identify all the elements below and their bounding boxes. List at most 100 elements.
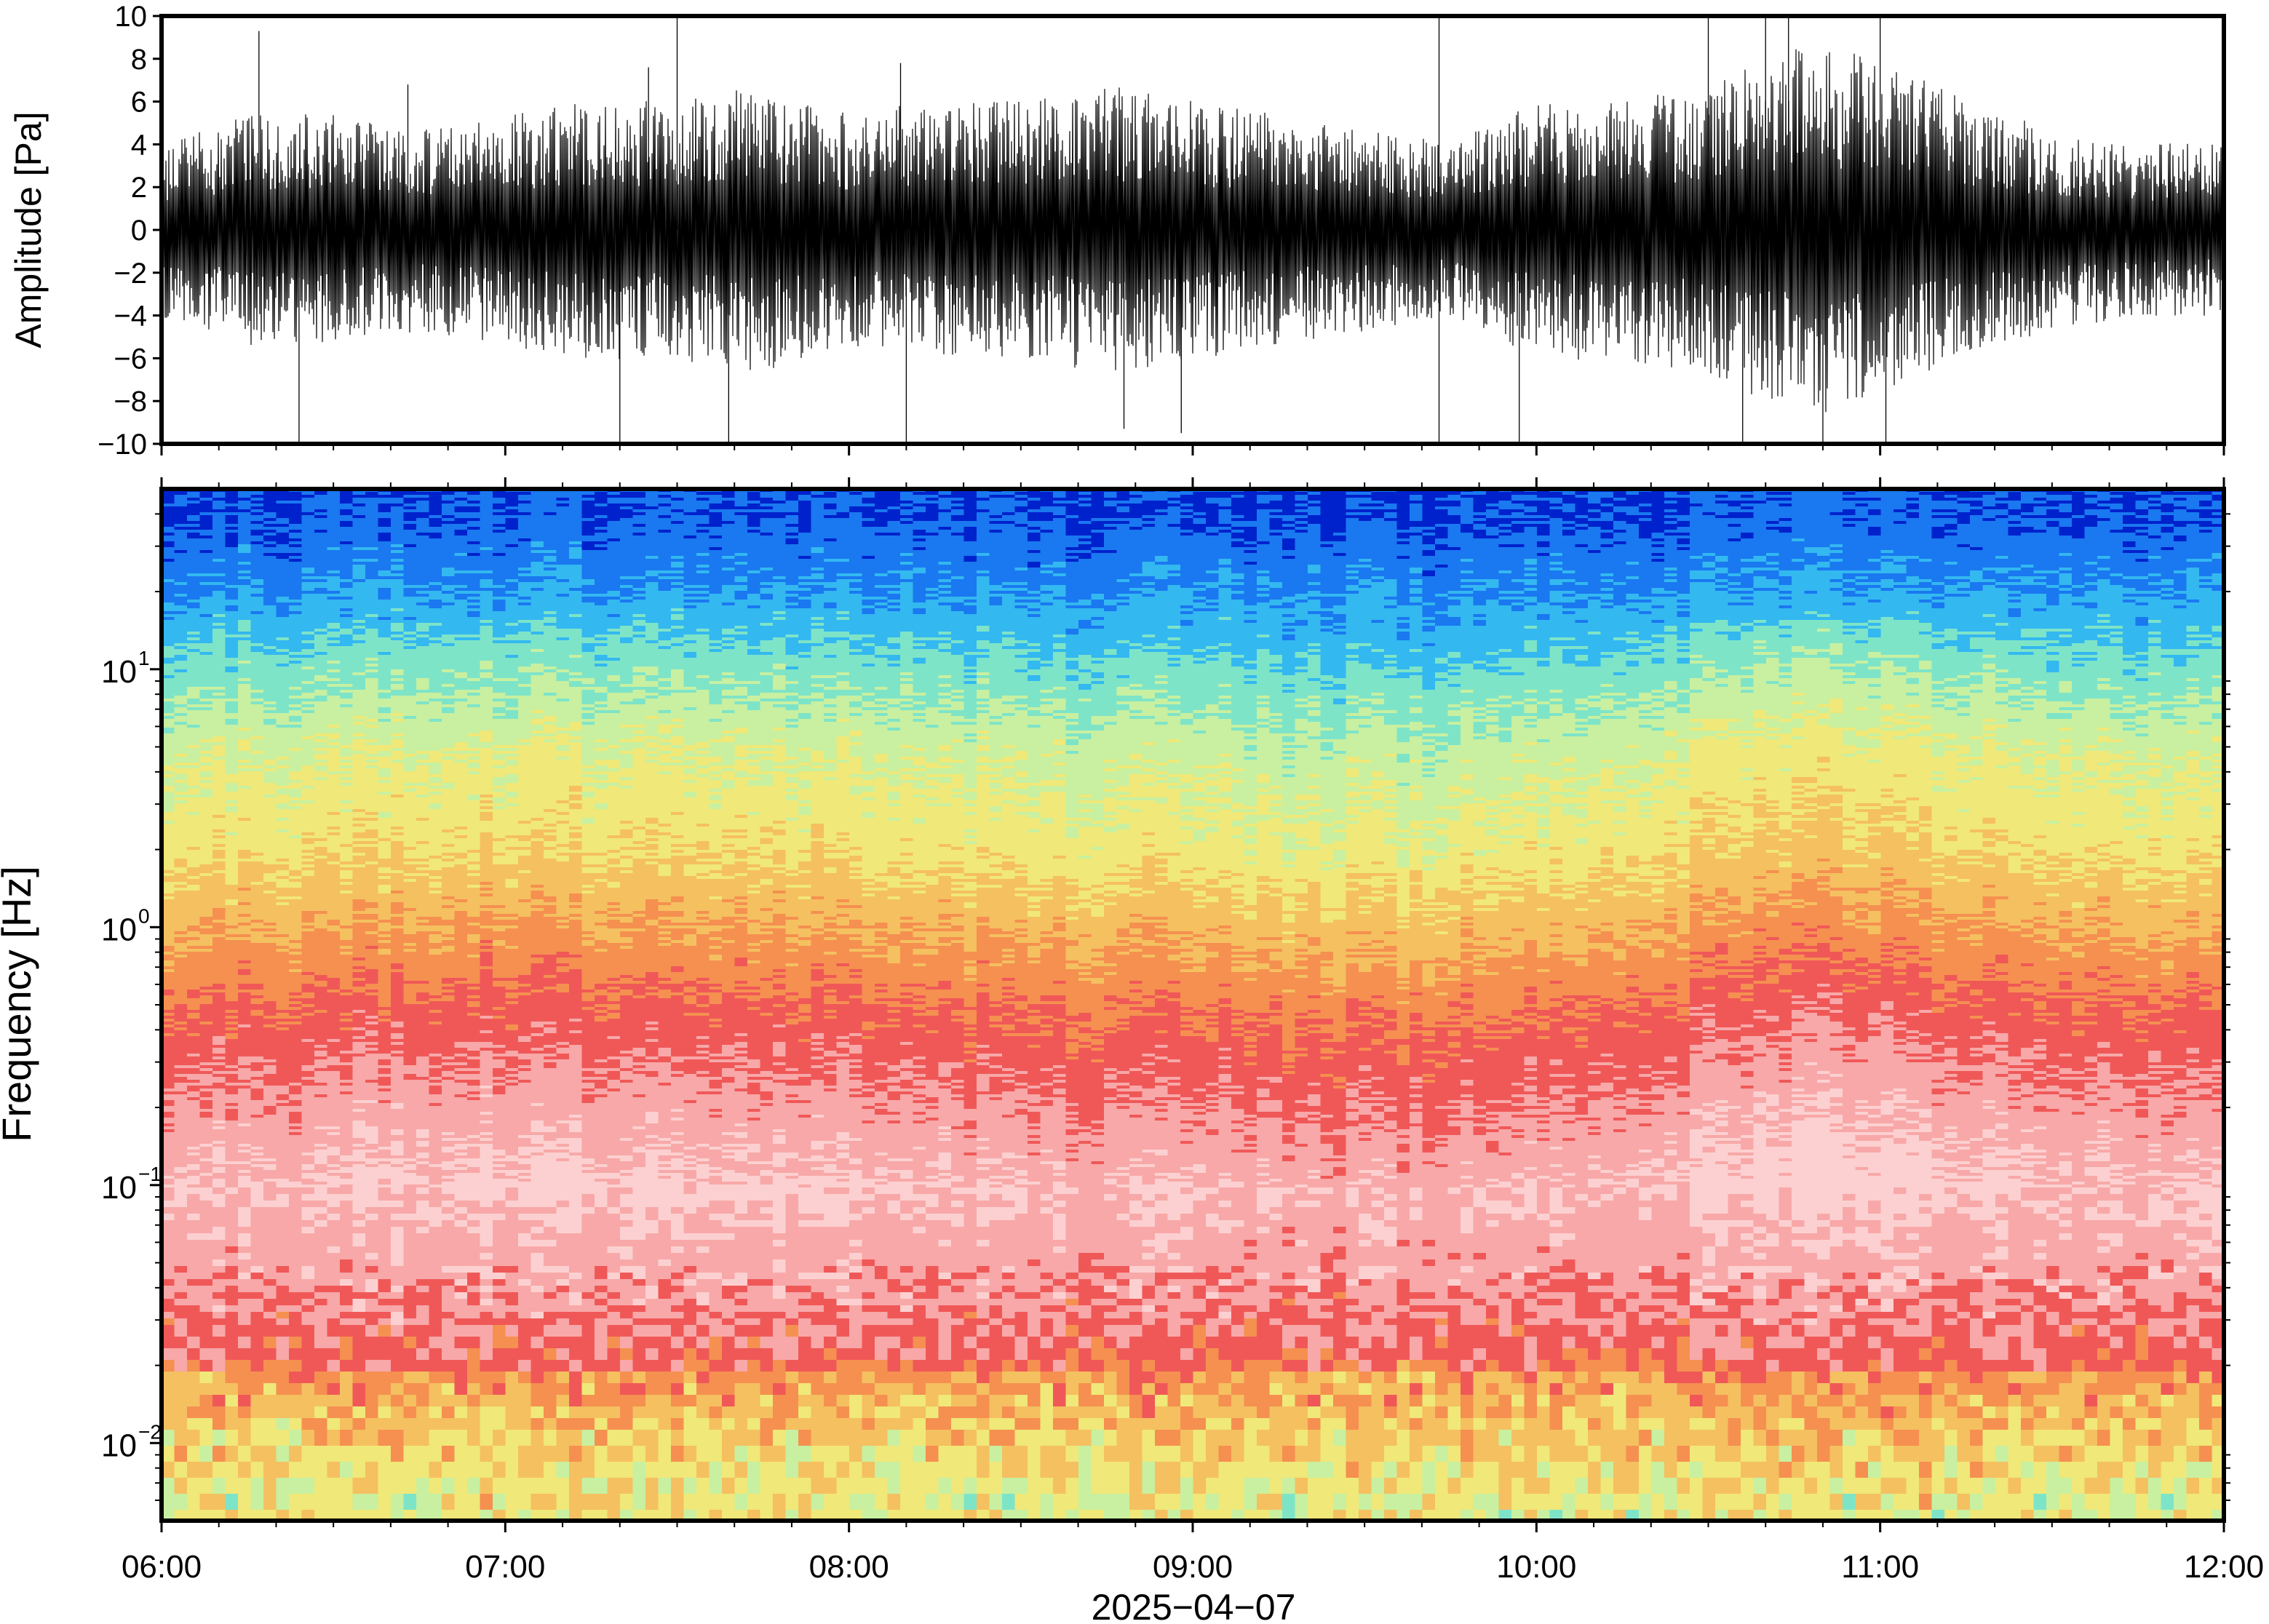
spectrogram-cell: [1168, 518, 1181, 522]
spectrogram-cell: [582, 503, 595, 507]
spectrogram-cell: [1907, 503, 1920, 507]
spectrogram-cell: [1231, 527, 1244, 530]
spectrogram-cell: [1805, 518, 1818, 522]
spectrogram-cell: [2046, 512, 2059, 516]
spectrogram-cell: [773, 515, 786, 519]
spectrogram-cell: [314, 498, 327, 501]
spectrogram-cell: [1575, 524, 1589, 528]
spectrogram-cell: [1333, 518, 1346, 522]
spectrogram-cell: [645, 506, 659, 510]
spectrogram-cell: [404, 518, 417, 522]
spectrogram-cell: [1257, 495, 1270, 498]
spectrogram-cell: [1180, 512, 1193, 516]
spectrogram-cell: [1041, 498, 1054, 501]
spectrogram-cell: [327, 524, 341, 528]
spectrogram-cell: [1817, 503, 1830, 507]
spectrogram-cell: [455, 512, 468, 516]
spectrogram-cell: [1321, 509, 1334, 513]
spectrogram-cell: [187, 509, 200, 513]
spectrogram-cell: [1359, 527, 1372, 530]
spectrogram-cell: [1970, 509, 1983, 513]
spectrogram-cell: [798, 509, 811, 513]
spectrogram-cell: [200, 495, 213, 498]
spectrogram-cell: [1664, 509, 1677, 513]
spectrogram-cell: [1435, 509, 1448, 513]
spectrogram-cell: [1690, 501, 1703, 504]
spectrogram-cell: [263, 515, 277, 519]
spectrogram-cell: [811, 509, 824, 513]
spectrogram-cell: [1308, 509, 1321, 513]
spectrogram-cell: [1206, 492, 1219, 495]
spectrogram-cell: [263, 512, 277, 516]
spectrogram-cell: [1231, 530, 1244, 533]
spectrogram-cell: [1078, 509, 1092, 513]
spectrogram-cell: [735, 515, 748, 519]
spectrogram-cell: [1346, 530, 1359, 533]
spectrogram-cell: [251, 521, 264, 525]
spectrogram-cell: [620, 509, 633, 513]
spectrogram-cell: [990, 495, 1003, 498]
spectrogram-cell: [595, 509, 608, 513]
spectrogram-cell: [1741, 518, 1754, 522]
spectrogram-cell: [862, 530, 875, 533]
spectrogram-cell: [1397, 524, 1410, 528]
spectrogram-cell: [2072, 503, 2085, 507]
spectrogram-cell: [1970, 495, 1983, 498]
spectrogram-cell: [1741, 512, 1754, 516]
spectrogram-cell: [493, 518, 506, 522]
spectrogram-cell: [1652, 518, 1665, 522]
spectrogram-cell: [493, 530, 506, 533]
spectrogram-cell: [1155, 506, 1168, 510]
spectrogram-cell: [1868, 503, 1881, 507]
spectrogram-cell: [2148, 503, 2161, 507]
spectrogram-cell: [1919, 524, 1932, 528]
spectrogram-cell: [1155, 518, 1168, 522]
spectrogram-cell: [1511, 498, 1525, 501]
spectrogram-cell: [187, 503, 200, 507]
spectrogram-cell: [467, 521, 480, 525]
spectrogram-cell: [302, 524, 315, 528]
spectrogram-cell: [926, 503, 939, 507]
spectrogram-cell: [1333, 524, 1346, 528]
spectrogram-cell: [2136, 527, 2149, 530]
spectrogram-cell: [353, 518, 366, 522]
spectrogram-cell: [1321, 501, 1334, 504]
spectrogram-cell: [659, 530, 672, 533]
spectrogram-cell: [531, 501, 544, 504]
spectrogram-cell: [1270, 515, 1283, 519]
spectrogram-cell: [1499, 521, 1512, 525]
spectrogram-cell: [531, 503, 544, 507]
waveform-y-tick-label: 0: [131, 215, 147, 247]
spectrogram-cell: [1359, 524, 1372, 528]
spectrogram-cell: [353, 515, 366, 519]
spectrogram-cell: [786, 503, 799, 507]
spectrogram-cell: [557, 492, 570, 495]
spectrogram-cell: [531, 521, 544, 525]
spectrogram-cell: [2187, 501, 2200, 504]
spectrogram-cell: [1359, 492, 1372, 495]
spectrogram-cell: [2174, 521, 2187, 525]
spectrogram-cell: [990, 530, 1003, 533]
spectrogram-cell: [1537, 518, 1550, 522]
spectrogram-cell: [442, 512, 455, 516]
spectrogram-cell: [416, 518, 429, 522]
spectrogram-cell: [1041, 506, 1054, 510]
spectrogram-cell: [747, 506, 760, 510]
spectrogram-cell: [569, 498, 582, 501]
spectrogram-cell: [1805, 495, 1818, 498]
spectrogram-cell: [1613, 495, 1626, 498]
spectrogram-cell: [773, 509, 786, 513]
spectrogram-cell: [760, 530, 774, 533]
spectrogram-cell: [1295, 495, 1308, 498]
spectrogram-cell: [1562, 521, 1575, 525]
spectrogram-cell: [1690, 527, 1703, 530]
spectrogram-cell: [1321, 515, 1334, 519]
spectrogram-cell: [455, 492, 468, 495]
spectrogram-cell: [175, 492, 188, 495]
spectrogram-cell: [620, 530, 633, 533]
spectrogram-cell: [1779, 524, 1792, 528]
spectrogram-cell: [1958, 509, 1971, 513]
spectrogram-cell: [1244, 524, 1257, 528]
spectrogram-cell: [786, 498, 799, 501]
spectrogram-cell: [696, 498, 710, 501]
